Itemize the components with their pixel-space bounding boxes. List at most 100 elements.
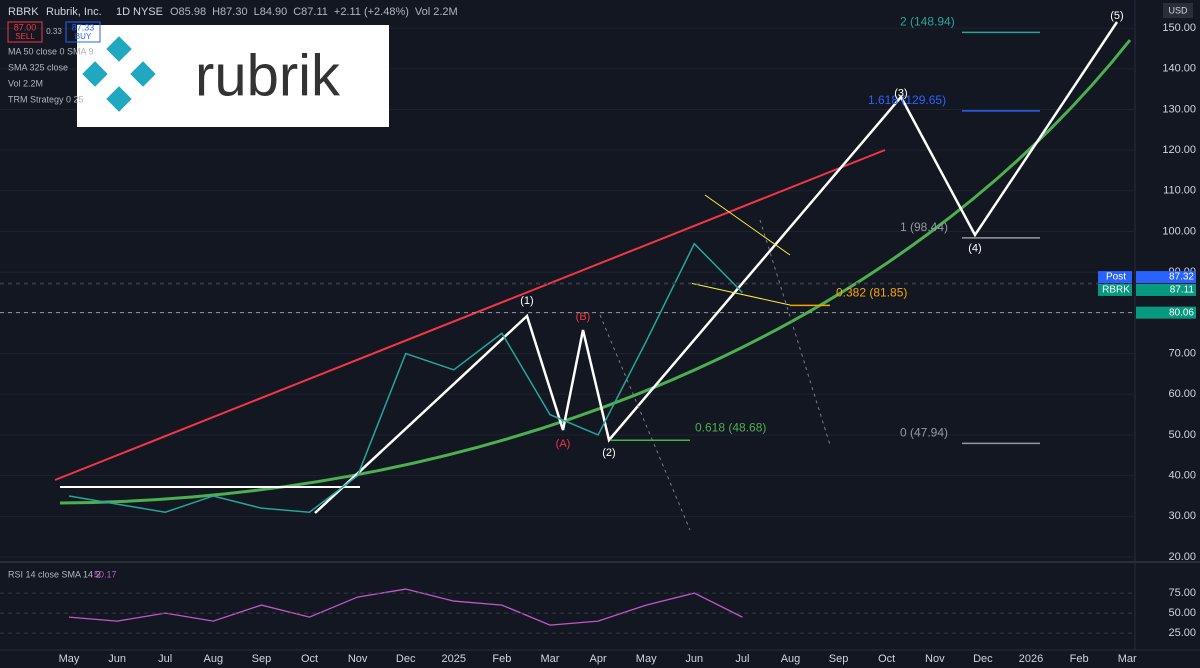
indicator-label: MA 50 close 0 SMA 9 — [8, 46, 94, 56]
buy-label[interactable]: BUY — [75, 32, 92, 41]
logo-shape — [106, 36, 132, 62]
y-tick-label: 140.00 — [1162, 63, 1196, 75]
logo-text: rubrik — [195, 43, 341, 108]
price-tag-name — [1098, 271, 1132, 284]
logo-icon — [82, 36, 156, 112]
x-tick-label: May — [636, 653, 657, 665]
logo-box — [77, 25, 389, 127]
fib-label: 0.618 (48.68) — [695, 420, 766, 434]
x-tick-label: Apr — [590, 653, 607, 665]
rsi-line — [68, 588, 743, 626]
y-tick-label: 60.00 — [1168, 388, 1196, 400]
rsi-value: 50.17 — [94, 569, 117, 579]
x-tick-label: Aug — [781, 653, 801, 665]
logo-shape — [82, 61, 108, 87]
wave-label: (3) — [894, 87, 907, 99]
x-tick-label: May — [59, 653, 80, 665]
exchange: NYSE — [133, 6, 163, 18]
price-tag-value: 87.11 — [1170, 285, 1195, 296]
ohlc-value: L84.90 — [254, 6, 288, 18]
drawings: 2 (148.94) 1.618 (129.65) 1 (98.44) 0.382 (… — [0, 10, 1135, 626]
y-tick-label: 100.00 — [1162, 225, 1196, 237]
currency[interactable]: USD — [1168, 5, 1188, 15]
sell-label[interactable]: SELL — [15, 32, 35, 41]
rsi-tick-label: 25.00 — [1168, 627, 1196, 639]
ohlc-value: +2.11 (+2.48%) — [334, 6, 409, 18]
y-tick-label: 20.00 — [1168, 551, 1196, 563]
price-line — [68, 242, 743, 514]
wave-label: (1) — [520, 295, 533, 307]
x-tick-label: Sep — [252, 653, 272, 665]
x-tick-label: Nov — [348, 653, 368, 665]
fib-label: 2 (148.94) — [900, 15, 955, 29]
rsi-tick-label: 50.00 — [1168, 607, 1196, 619]
sell-button[interactable] — [7, 21, 43, 43]
curve — [59, 39, 1132, 505]
x-tick-label: Jun — [108, 653, 126, 665]
x-tick-label: Nov — [925, 653, 945, 665]
sell-price[interactable]: 87.00 — [14, 22, 37, 32]
interval: 1D — [116, 6, 130, 18]
indicator-label: Vol 2.2M — [8, 78, 43, 88]
ohlc-value: C87.11 — [293, 6, 328, 18]
x-tick-label: Jun — [685, 653, 703, 665]
x-tick-label: Feb — [1070, 653, 1089, 665]
y-tick-label: 110.00 — [1163, 185, 1196, 197]
ohlc-value: H87.30 — [212, 6, 247, 18]
price-tag-name — [1098, 283, 1132, 296]
buy-button[interactable] — [65, 21, 101, 43]
x-tick-label: Mar — [1118, 653, 1137, 665]
guide-line — [759, 219, 831, 446]
x-tick-label: Jul — [158, 653, 172, 665]
wave-label: (A) — [556, 438, 571, 450]
y-tick-label: 130.00 — [1162, 103, 1196, 115]
ohlc-value: O85.98 — [170, 6, 206, 18]
x-tick-label: Mar — [541, 653, 560, 665]
spread: 0.33 — [46, 27, 62, 36]
wave-label: (2) — [602, 447, 615, 459]
indicator-label: SMA 325 close — [8, 62, 68, 72]
fib-label: 0.382 (81.85) — [836, 286, 907, 300]
currency-box[interactable] — [1163, 3, 1193, 18]
wedge-line — [704, 194, 791, 256]
wave-path — [314, 21, 1119, 514]
fib-label: 1 (98.44) — [900, 220, 948, 234]
trend-line — [54, 149, 886, 481]
x-tick-label: Jul — [735, 653, 749, 665]
fib-label: 0 (47.94) — [900, 425, 948, 439]
price-tag — [1136, 306, 1196, 319]
price-tag — [1136, 283, 1196, 296]
ohlc-value: Vol 2.2M — [415, 6, 458, 18]
x-tick-label: 2026 — [1019, 653, 1043, 665]
y-tick-label: 30.00 — [1168, 510, 1196, 522]
wedge-line — [689, 282, 791, 306]
x-tick-label: Dec — [396, 653, 416, 665]
x-tick-label: Oct — [301, 653, 318, 665]
y-tick-label: 50.00 — [1168, 429, 1196, 441]
y-tick-label: 70.00 — [1168, 347, 1196, 359]
x-tick-label: Oct — [878, 653, 895, 665]
price-tag — [1136, 271, 1196, 284]
wave-label: (5) — [1110, 10, 1123, 22]
x-tick-label: Aug — [204, 653, 224, 665]
logo-shape — [106, 86, 132, 112]
fib-label: 1.618 (129.65) — [868, 93, 946, 107]
price-tag-value: 87.32 — [1169, 272, 1194, 283]
y-tick-label: 120.00 — [1162, 144, 1196, 156]
x-tick-label: Feb — [492, 653, 511, 665]
rsi-tick-label: 75.00 — [1168, 587, 1196, 599]
y-tick-label: 150.00 — [1162, 22, 1196, 34]
x-tick-label: Dec — [973, 653, 993, 665]
price-tag-label: Post — [1106, 272, 1126, 283]
wave-label: (4) — [968, 242, 981, 254]
indicator-label: TRM Strategy 0 25 — [8, 94, 84, 104]
x-tick-label: 2025 — [442, 653, 466, 665]
buy-price[interactable]: 87.33 — [72, 22, 95, 32]
price-tag-label: RBRK — [1102, 285, 1130, 296]
y-tick-label: 40.00 — [1168, 470, 1196, 482]
x-tick-label: Sep — [829, 653, 849, 665]
wave-label: (B) — [576, 311, 591, 323]
rsi-title: RSI 14 close SMA 14 2 — [8, 569, 101, 579]
title: Rubrik, Inc. — [46, 6, 102, 18]
